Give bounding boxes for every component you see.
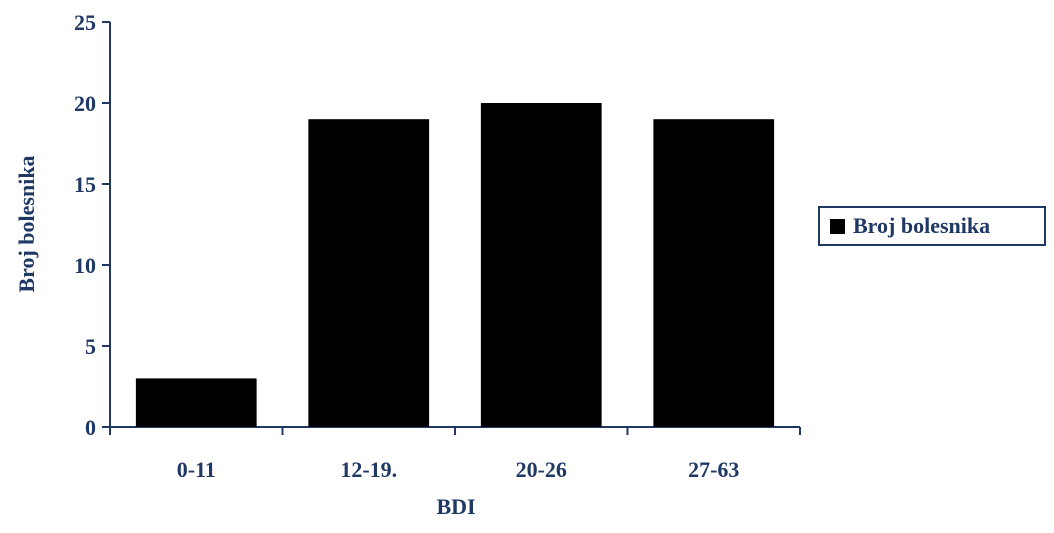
x-tick-label: 20-26: [516, 457, 567, 482]
bar: [653, 119, 775, 427]
bar: [135, 378, 257, 427]
x-axis-title: BDI: [436, 494, 475, 519]
y-tick-label: 15: [74, 172, 96, 197]
x-tick-label: 12-19.: [340, 457, 397, 482]
legend-swatch: [830, 218, 845, 234]
bars: [135, 103, 775, 427]
y-axis: 0 5 10 15 20 25: [74, 10, 111, 440]
x-tick-label: 0-11: [177, 457, 216, 482]
legend-label: Broj bolesnika: [853, 213, 991, 238]
y-tick-label: 10: [74, 253, 96, 278]
y-axis-title: Broj bolesnika: [14, 155, 39, 292]
legend: Broj bolesnika: [818, 206, 1046, 246]
y-tick-label: 0: [85, 415, 96, 440]
x-axis: 0-11 12-19. 20-26 27-63: [109, 426, 801, 482]
bar: [480, 103, 602, 427]
x-tick-label: 27-63: [688, 457, 739, 482]
y-tick-label: 20: [74, 91, 96, 116]
bar: [308, 119, 430, 427]
y-tick-label: 25: [74, 10, 96, 35]
y-tick-label: 5: [85, 334, 96, 359]
